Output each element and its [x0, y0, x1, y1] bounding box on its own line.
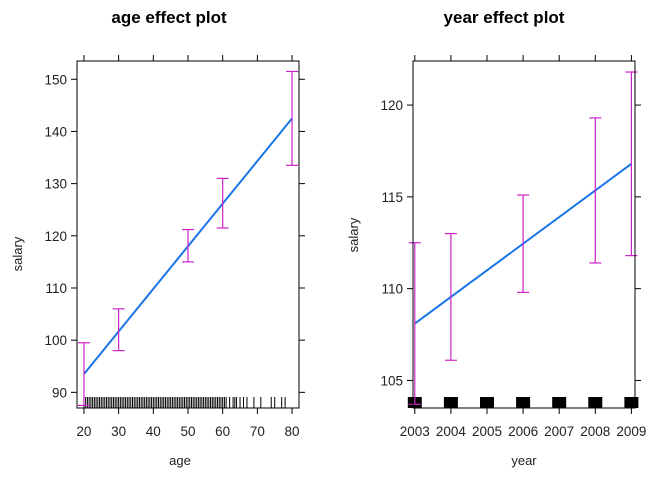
year-error-bar	[517, 194, 530, 293]
year-plot-title: year effect plot	[444, 8, 565, 27]
year-x-tick-label: 2004	[436, 424, 467, 439]
year-rug-mark	[588, 397, 603, 408]
age-y-tick-label: 150	[44, 72, 67, 87]
year-rug-mark	[516, 397, 531, 408]
year-effect-panel: year effect plot year salary 2003 2004 200…	[346, 8, 646, 468]
age-plot-frame	[76, 60, 300, 409]
age-y-tick-label: 130	[44, 177, 67, 192]
year-x-tick-label: 2003	[400, 424, 430, 439]
age-y-axis-label: salary	[10, 236, 25, 271]
year-error-bar	[589, 117, 602, 264]
year-y-axis-label: salary	[346, 217, 361, 252]
year-rug-mark	[624, 397, 639, 408]
age-y-tick-label: 120	[44, 229, 67, 244]
age-error-bar	[77, 342, 90, 406]
age-y-tick-label: 140	[44, 124, 67, 139]
age-y-tick-label: 110	[45, 281, 67, 296]
age-x-tick-label: 30	[111, 424, 126, 439]
age-x-tick-label: 40	[146, 424, 161, 439]
year-error-bar	[444, 232, 457, 361]
age-effect-panel: age effect plot age salary 20 30 40 50 60 70 8…	[10, 8, 305, 468]
year-rug-mark	[480, 397, 494, 408]
year-x-tick-label: 2008	[580, 424, 610, 439]
year-plot-frame	[412, 60, 636, 409]
year-x-axis-label: year	[511, 453, 537, 468]
age-x-tick-label: 50	[180, 424, 195, 439]
year-error-bar	[625, 71, 638, 257]
year-rug-mark	[552, 397, 567, 408]
year-y-tick-label: 110	[381, 282, 403, 297]
year-rug-mark	[443, 397, 458, 408]
year-x-tick-label: 2007	[544, 424, 574, 439]
year-x-tick-label: 2009	[616, 424, 646, 439]
age-error-bar	[112, 308, 125, 352]
year-x-tick-label: 2006	[508, 424, 538, 439]
age-y-tick-label: 100	[44, 333, 67, 348]
age-x-tick-label: 80	[285, 424, 300, 439]
age-x-tick-label: 70	[250, 424, 265, 439]
age-x-tick-label: 60	[215, 424, 230, 439]
age-plot-title: age effect plot	[111, 8, 227, 27]
age-y-tick-label: 90	[52, 385, 67, 400]
age-error-bar	[216, 177, 229, 229]
age-error-bar	[182, 228, 194, 263]
year-error-bar	[408, 242, 421, 405]
age-error-bar	[286, 70, 299, 166]
year-y-tick-label: 115	[381, 190, 403, 205]
year-y-tick-label: 120	[380, 98, 403, 113]
year-x-tick-label: 2005	[472, 424, 502, 439]
age-x-axis-label: age	[169, 453, 191, 468]
age-x-tick-label: 20	[76, 424, 91, 439]
year-y-tick-label: 105	[380, 373, 403, 388]
